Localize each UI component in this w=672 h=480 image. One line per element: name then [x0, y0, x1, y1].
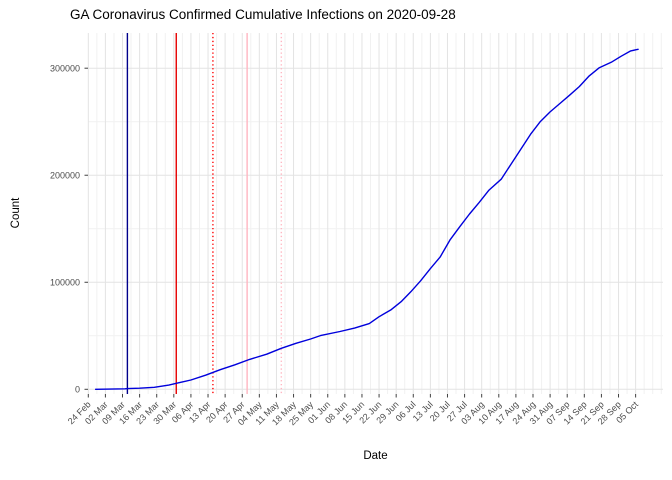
- y-tick-label: 300000: [50, 63, 80, 73]
- data-line: [94, 48, 639, 390]
- event-vlines: [126, 33, 283, 394]
- grid-minor: [88, 33, 663, 394]
- y-tick-label: 0: [75, 385, 80, 395]
- y-tick-label: 100000: [50, 277, 80, 287]
- axis-ticks: [84, 67, 637, 398]
- x-axis-title: Date: [363, 450, 388, 462]
- y-tick-labels: 0 100000 200000 300000: [50, 63, 80, 394]
- chart-title: GA Coronavirus Confirmed Cumulative Infe…: [70, 7, 456, 22]
- grid-major: [87, 33, 663, 394]
- y-axis-title: Count: [10, 197, 22, 229]
- y-tick-label: 200000: [50, 170, 80, 180]
